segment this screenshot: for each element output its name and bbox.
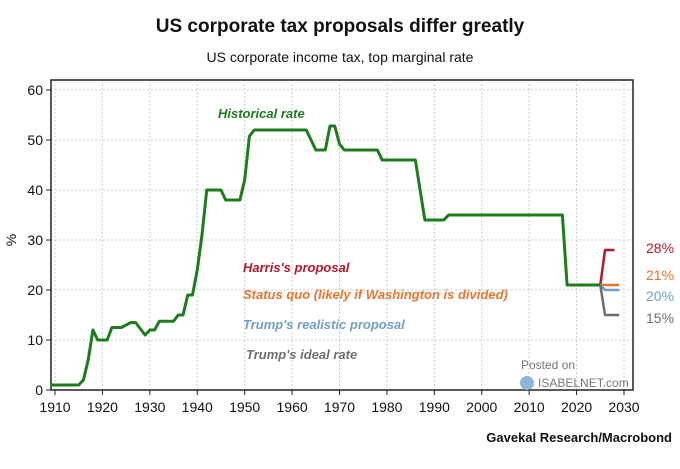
series-line-1 <box>599 248 615 286</box>
end-value-label-4: 15% <box>646 310 674 326</box>
x-tick-label: 1930 <box>134 399 165 415</box>
y-axis-label: % <box>3 234 19 246</box>
source-label: Gavekal Research/Macrobond <box>486 430 672 445</box>
watermark-posted-on: Posted on <box>521 358 575 372</box>
x-tick-label: 1950 <box>229 399 260 415</box>
y-tick-label: 10 <box>27 332 43 348</box>
y-tick-label: 50 <box>27 132 43 148</box>
x-tick-label: 1980 <box>371 399 402 415</box>
series-line-0 <box>50 124 601 387</box>
series-label-0: Historical rate <box>218 106 305 121</box>
y-tick-label: 0 <box>35 382 43 398</box>
watermark-globe-icon <box>520 376 534 390</box>
x-tick-label: 1970 <box>324 399 355 415</box>
end-value-label-3: 20% <box>646 288 674 304</box>
x-tick-label: 1910 <box>39 399 70 415</box>
x-tick-label: 2000 <box>466 399 497 415</box>
x-tick-label: 1990 <box>419 399 450 415</box>
end-value-label-1: 28% <box>646 240 674 256</box>
end-value-label-2: 21% <box>646 267 674 283</box>
watermark-site: ISABELNET.com <box>538 376 629 390</box>
series-line-3 <box>599 284 620 292</box>
series-label-1: Harris's proposal <box>243 260 350 275</box>
series-label-4: Trump's ideal rate <box>246 347 357 362</box>
y-tick-label: 20 <box>27 282 43 298</box>
y-tick-label: 40 <box>27 182 43 198</box>
series-label-3: Trump's realistic proposal <box>243 317 405 332</box>
x-tick-label: 2020 <box>561 399 592 415</box>
plot-frame <box>50 79 634 391</box>
y-tick-label: 30 <box>27 232 43 248</box>
x-tick-label: 1960 <box>277 399 308 415</box>
x-tick-label: 1940 <box>182 399 213 415</box>
series-label-2: Status quo (likely if Washington is divi… <box>243 287 508 302</box>
chart-title: US corporate tax proposals differ greatl… <box>156 16 525 37</box>
y-tick-label: 60 <box>27 82 43 98</box>
x-tick-label: 1920 <box>87 399 118 415</box>
x-tick-label: 2030 <box>608 399 639 415</box>
chart-subtitle: US corporate income tax, top marginal ra… <box>207 49 474 65</box>
series-line-4 <box>599 284 620 317</box>
x-tick-label: 2010 <box>514 399 545 415</box>
